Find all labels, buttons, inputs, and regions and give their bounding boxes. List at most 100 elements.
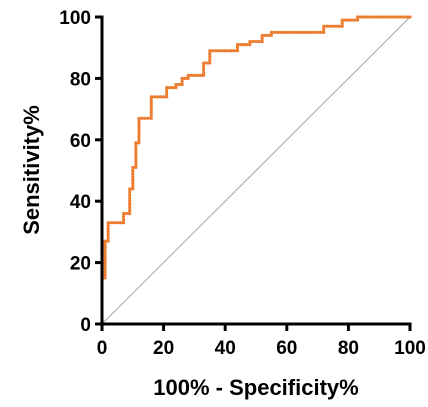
roc-point [137, 122, 141, 127]
x-tick-label: 0 [97, 338, 108, 359]
roc-point [162, 95, 166, 99]
roc-point [392, 15, 396, 19]
roc-point [165, 95, 169, 99]
x-tick-label: 40 [215, 338, 236, 359]
roc-point [149, 110, 153, 114]
roc-point [121, 221, 126, 225]
roc-point [137, 119, 141, 123]
roc-point [180, 82, 184, 87]
roc-point [401, 15, 406, 19]
roc-point [260, 33, 264, 38]
roc-point [134, 156, 138, 160]
y-axis-ticks: 0 20 40 60 80 100 [59, 8, 102, 336]
roc-point [372, 15, 376, 19]
roc-point [322, 24, 326, 28]
roc-point [245, 43, 249, 47]
roc-point [217, 49, 221, 53]
roc-point [103, 267, 107, 271]
roc-point [121, 218, 126, 222]
roc-point [128, 208, 132, 213]
roc-point [235, 49, 240, 53]
roc-point [137, 128, 141, 133]
roc-point [295, 30, 300, 34]
roc-point [220, 49, 224, 53]
roc-point [292, 30, 296, 34]
roc-point [128, 211, 132, 216]
roc-point [352, 18, 357, 22]
roc-point [189, 73, 193, 77]
roc-point [112, 221, 116, 225]
roc-point [299, 30, 303, 34]
roc-point [205, 61, 209, 65]
roc-point [131, 178, 135, 182]
roc-point [349, 18, 354, 22]
roc-point [208, 61, 212, 65]
roc-point [365, 15, 370, 19]
roc-point [106, 230, 110, 234]
roc-point [103, 276, 107, 280]
roc-point [106, 221, 110, 225]
roc-point [137, 116, 141, 120]
roc-point [202, 70, 206, 74]
roc-point [325, 24, 329, 28]
roc-point [260, 39, 264, 44]
roc-point [239, 43, 243, 47]
roc-point [131, 187, 135, 191]
roc-point [208, 52, 212, 56]
roc-point [202, 61, 206, 65]
roc-point [180, 79, 184, 84]
roc-point [128, 196, 132, 200]
roc-point [131, 171, 135, 176]
roc-point [106, 236, 110, 240]
roc-point [171, 86, 175, 90]
y-tick-label: 60 [70, 131, 91, 152]
roc-point [257, 39, 261, 44]
x-tick-label: 60 [276, 338, 297, 359]
roc-point [134, 144, 138, 148]
roc-point [103, 251, 107, 255]
roc-point [302, 30, 306, 34]
roc-point [248, 43, 252, 47]
roc-point [282, 30, 287, 34]
roc-point [134, 147, 138, 151]
roc-point [375, 15, 379, 19]
roc-point [128, 187, 132, 191]
roc-point [118, 221, 123, 225]
roc-point [289, 30, 293, 34]
roc-point [149, 113, 153, 117]
roc-point [337, 24, 341, 28]
roc-point [195, 73, 200, 77]
roc-point [202, 67, 206, 71]
roc-point [137, 132, 141, 136]
roc-point [128, 205, 132, 209]
roc-point [131, 184, 135, 188]
roc-point [362, 15, 366, 19]
roc-point [128, 199, 132, 203]
roc-point [266, 33, 270, 38]
roc-point [322, 30, 326, 34]
roc-point [208, 55, 212, 59]
roc-point [103, 248, 107, 252]
roc-point [131, 181, 135, 185]
roc-point [140, 116, 144, 120]
roc-point [315, 30, 319, 34]
roc-point [128, 193, 132, 197]
roc-point [186, 73, 190, 77]
roc-point [359, 15, 363, 19]
roc-point [260, 36, 264, 41]
roc-point [134, 162, 138, 166]
roc-point [378, 15, 383, 19]
roc-point [165, 89, 169, 93]
roc-point [174, 82, 178, 87]
x-axis-ticks: 0 20 40 60 80 100 [97, 324, 426, 359]
roc-point [158, 95, 163, 99]
roc-point [395, 15, 399, 19]
roc-point [106, 227, 110, 231]
roc-point [128, 202, 132, 206]
roc-point [168, 86, 172, 90]
y-tick-label: 100 [59, 8, 91, 29]
roc-point [149, 107, 153, 111]
y-tick-label: 80 [70, 69, 91, 90]
x-tick-label: 20 [153, 338, 174, 359]
